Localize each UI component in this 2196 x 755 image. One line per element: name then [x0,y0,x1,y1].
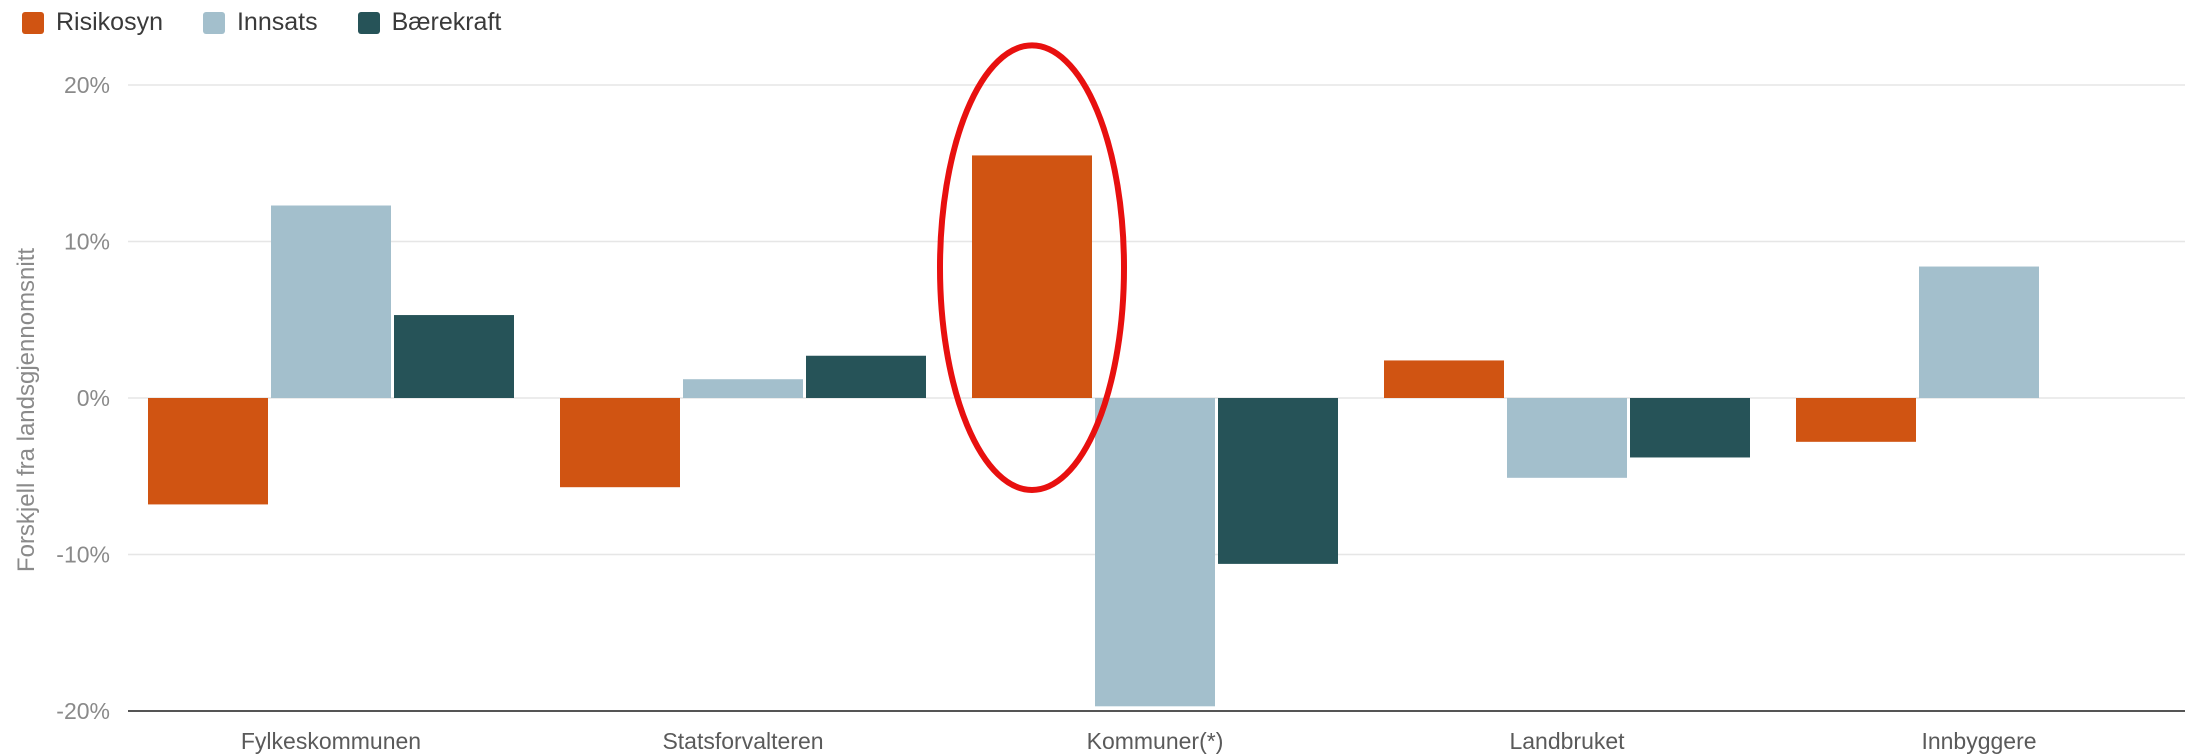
y-axis-tick-labels: 20% 10% 0% -10% -20% [56,72,110,724]
x-tick-label: Statsforvalteren [662,728,823,754]
bar [806,355,926,398]
y-axis-label: Forskjell fra landsgjennomsnitt [13,248,40,572]
legend-label-baerekraft: Bærekraft [391,8,502,36]
legend-label-innsats: Innsats [236,8,318,36]
x-tick-label: Fylkeskommunen [241,728,421,754]
bar [1796,398,1916,442]
bar [394,315,514,398]
legend-item-risikosyn: Risikosyn [22,8,163,37]
bar [1507,398,1627,478]
bar [271,205,391,398]
bar [972,155,1092,398]
legend-item-baerekraft: Bærekraft [357,8,502,37]
legend-swatch-baerekraft [357,11,380,34]
x-tick-label: Innbyggere [1921,728,2036,754]
legend-label-risikosyn: Risikosyn [56,8,163,36]
bar [683,379,803,398]
legend-swatch-risikosyn [22,11,44,34]
x-axis: Fylkeskommunen Statsforvalteren Kommuner(*… [241,728,2037,754]
y-tick-label: -20% [56,698,110,724]
y-tick-label: 20% [64,72,110,98]
bar [1630,398,1750,458]
annotations [937,42,1127,493]
highlight-ellipse [937,42,1127,493]
bars [148,155,2039,707]
bar [148,398,268,505]
bar [1384,360,1504,398]
x-tick-label: Kommuner(*) [1087,728,1224,754]
y-tick-label: 0% [77,385,110,411]
bar [1218,398,1338,564]
bar [1919,266,2039,398]
legend: Risikosyn Innsats Bærekraft [22,8,501,37]
bar [1095,398,1215,707]
legend-swatch-innsats [202,11,225,34]
legend-item-innsats: Innsats [202,8,318,37]
y-tick-label: -10% [56,542,110,568]
bar [560,398,680,488]
y-tick-label: 10% [64,229,110,255]
x-tick-label: Landbruket [1509,728,1625,754]
